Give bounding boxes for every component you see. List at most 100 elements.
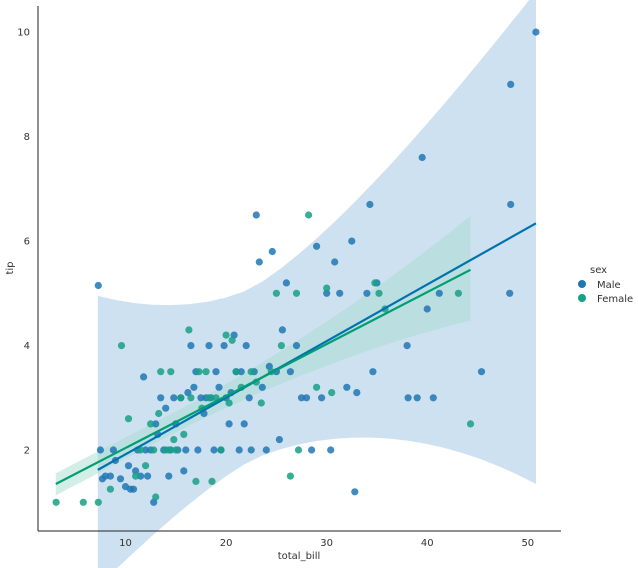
point-male (262, 446, 270, 454)
point-male (313, 242, 321, 250)
point-female (247, 368, 255, 376)
point-male (106, 472, 114, 480)
y-tick-labels: 2 4 6 8 10 (17, 28, 30, 457)
point-male (129, 485, 138, 493)
point-male (413, 394, 421, 402)
point-female (117, 342, 126, 350)
point-female (155, 409, 163, 418)
point-male (327, 446, 335, 454)
point-male (351, 488, 359, 496)
point-female (165, 446, 173, 454)
point-female (225, 399, 233, 407)
point-male (247, 446, 255, 454)
point-male (96, 446, 104, 454)
point-female (192, 477, 200, 485)
point-female (94, 498, 102, 506)
point-male (507, 80, 515, 88)
point-female (217, 446, 225, 454)
point-male (124, 462, 133, 470)
point-male (157, 394, 165, 402)
point-male (507, 200, 515, 209)
point-male (282, 279, 290, 287)
point-male (182, 446, 190, 454)
point-female (305, 211, 313, 219)
x-tick-label: 50 (521, 538, 534, 549)
point-male (532, 28, 540, 36)
x-tick-label: 10 (119, 538, 132, 549)
point-female (292, 289, 301, 297)
point-male (268, 247, 276, 256)
regression-line-female (55, 268, 471, 485)
point-female (177, 394, 185, 402)
point-male (343, 383, 351, 391)
point-male (252, 211, 260, 219)
point-female (172, 446, 180, 454)
point-female (454, 289, 462, 297)
confidence-bands (55, 0, 536, 568)
legend-label-female: Female (597, 294, 633, 305)
point-female (195, 368, 203, 376)
legend-title: sex (590, 265, 607, 276)
point-male (215, 383, 223, 391)
point-male (220, 342, 228, 350)
point-male (292, 342, 301, 350)
point-male (225, 420, 233, 428)
point-female (170, 436, 178, 444)
point-female (208, 477, 216, 485)
ci-band-male (97, 0, 536, 568)
point-female (323, 284, 331, 292)
point-female (294, 446, 303, 454)
point-male (506, 289, 514, 297)
point-female (147, 420, 155, 428)
point-male (318, 394, 326, 402)
point-male (140, 373, 148, 381)
point-male (184, 389, 192, 397)
legend-label-male: Male (597, 280, 621, 291)
point-male (235, 446, 243, 454)
regression-line-male (97, 222, 537, 471)
y-axis-label: tip (5, 261, 16, 274)
point-male (366, 200, 374, 209)
legend-swatch-male (578, 280, 586, 288)
point-male (197, 394, 205, 402)
point-female (180, 430, 188, 438)
point-male (275, 436, 283, 444)
y-tick-label: 8 (24, 132, 30, 143)
y-tick-label: 4 (24, 341, 30, 352)
point-male (255, 258, 263, 266)
point-male (348, 237, 356, 245)
regression-lines (55, 222, 537, 485)
point-female (142, 462, 150, 470)
x-tick-labels: 10 20 30 40 50 (119, 538, 534, 549)
point-female (222, 331, 230, 339)
point-female (272, 289, 280, 297)
point-female (52, 498, 60, 506)
point-female (132, 472, 140, 480)
x-tick-label: 30 (320, 538, 333, 549)
point-female (257, 399, 265, 407)
point-male (418, 153, 426, 162)
point-male (210, 446, 218, 454)
point-male (152, 420, 160, 428)
point-male (435, 289, 443, 297)
x-axis-label: total_bill (278, 551, 321, 562)
point-male (101, 472, 109, 480)
point-male (302, 394, 311, 402)
y-tick-label: 2 (24, 446, 30, 457)
legend: sex Male Female (578, 265, 633, 305)
point-female (277, 342, 285, 350)
point-male (258, 383, 266, 391)
point-female (157, 368, 165, 376)
point-male (109, 446, 117, 454)
point-female (286, 472, 294, 480)
point-male (170, 394, 178, 402)
point-male (336, 289, 344, 297)
point-male (94, 281, 102, 290)
point-male (323, 289, 331, 297)
point-female (167, 368, 175, 376)
point-male (404, 394, 412, 402)
point-female (202, 368, 210, 376)
point-female (106, 485, 114, 493)
point-male (142, 446, 150, 454)
